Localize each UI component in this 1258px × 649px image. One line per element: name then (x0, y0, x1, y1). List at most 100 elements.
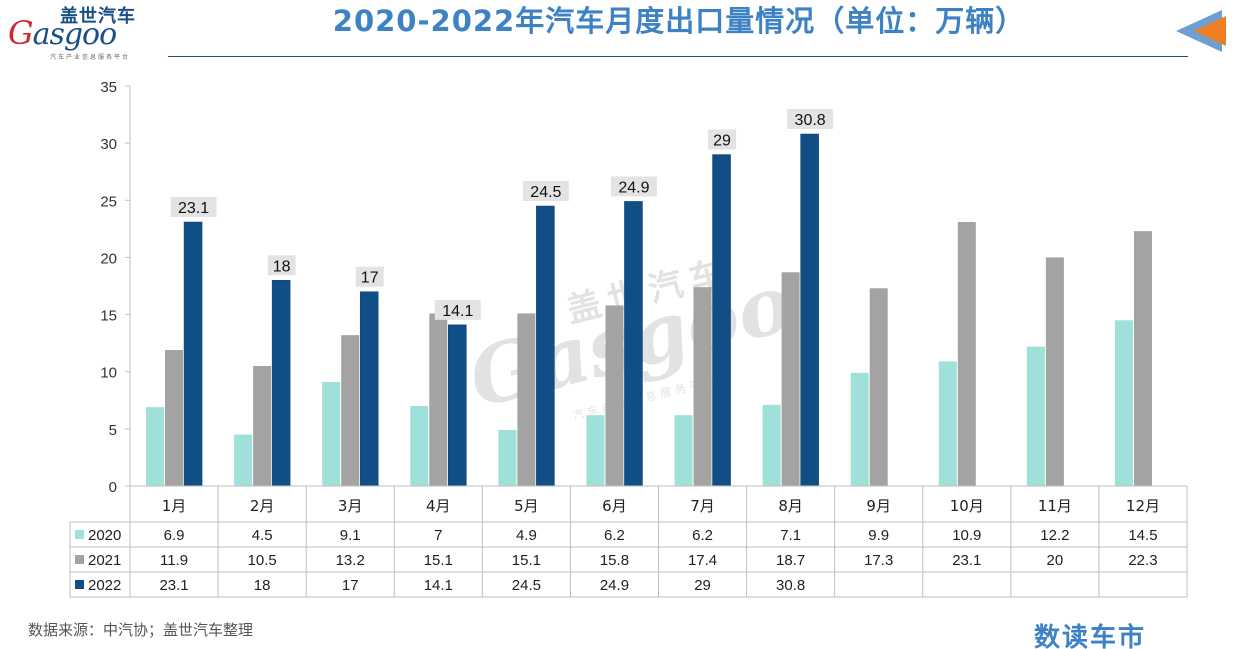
data-label-bg (355, 266, 384, 287)
data-label-bg (267, 255, 296, 276)
bar-2020 (322, 382, 341, 486)
legend-key-2021 (75, 555, 84, 564)
bar-2022 (800, 133, 819, 487)
table-cell: 4.9 (516, 527, 537, 544)
bar-2021 (165, 350, 184, 486)
category-label: 9月 (866, 497, 891, 515)
bar-2020 (850, 372, 869, 486)
table-cell: 24.9 (600, 577, 629, 594)
table-cell: 14.1 (424, 577, 453, 594)
table-cell: 6.2 (692, 527, 713, 544)
bar-2020 (234, 434, 253, 486)
bar-2022 (183, 221, 203, 487)
table-cell: 18.7 (776, 552, 805, 569)
bar-2022 (624, 201, 643, 487)
data-label-bg (434, 299, 481, 320)
legend-label: 2022 (88, 577, 121, 594)
logo-chinese: 盖世汽车 (60, 6, 136, 27)
data-label-bg (708, 129, 737, 150)
table-cell: 13.2 (336, 552, 365, 569)
category-label: 1月 (162, 497, 187, 515)
table-cell: 14.5 (1128, 527, 1157, 544)
data-label-bg (522, 181, 569, 201)
bar-2020 (1026, 346, 1045, 486)
bar-2020 (498, 430, 517, 486)
table-cell: 10.5 (248, 552, 277, 569)
table-cell: 9.1 (340, 527, 361, 544)
category-label: 3月 (338, 497, 363, 515)
table-cell: 23.1 (159, 577, 188, 594)
table-cell: 4.5 (252, 527, 273, 544)
y-tick-label: 5 (109, 422, 117, 439)
table-cell: 17.4 (688, 552, 717, 569)
bar-2021 (517, 313, 536, 486)
table-cell: 15.1 (512, 552, 541, 569)
data-label: 18 (273, 258, 291, 275)
bar-2020 (938, 361, 957, 486)
data-label: 17 (361, 270, 379, 287)
bar-2021 (605, 305, 624, 486)
table-cell: 24.5 (512, 577, 541, 594)
data-label: 23.1 (178, 200, 209, 217)
data-label-bg (787, 109, 834, 129)
table-cell: 7 (434, 527, 442, 544)
bar-2021 (869, 288, 888, 486)
bar-2021 (341, 335, 360, 486)
bar-2020 (146, 407, 165, 486)
y-tick-label: 20 (100, 250, 117, 267)
y-tick-label: 0 (109, 479, 117, 496)
category-label: 2月 (250, 497, 275, 515)
legend-key-2020 (75, 530, 84, 539)
bar-2022 (712, 154, 731, 487)
category-label: 6月 (602, 497, 627, 515)
logo-subtitle: 汽车产业信息服务平台 (50, 54, 131, 61)
chart-title: 2020-2022年汽车月度出口量情况（单位：万辆） (332, 4, 1026, 38)
category-label: 4月 (426, 497, 451, 515)
table-cell: 29 (694, 577, 711, 594)
category-label: 12月 (1126, 497, 1160, 515)
data-label-bg (170, 197, 217, 217)
table-cell: 17.3 (864, 552, 893, 569)
table-cell: 17 (342, 577, 359, 594)
category-label: 11月 (1038, 497, 1072, 515)
bar-2020 (674, 415, 693, 486)
bar-2022 (359, 291, 379, 487)
bar-2022 (271, 280, 291, 487)
title-underline (168, 56, 1188, 57)
bar-2021 (957, 222, 976, 486)
legend-label: 2020 (88, 527, 121, 544)
data-label: 14.1 (442, 303, 473, 320)
bar-2021 (1045, 257, 1064, 486)
brand-watermark: 数读车市 (1034, 623, 1147, 649)
logo-english: Gasgoo (8, 14, 117, 52)
table-cell: 12.2 (1040, 527, 1069, 544)
back-arrow-icon[interactable] (1172, 8, 1232, 54)
table-cell: 15.8 (600, 552, 629, 569)
data-label-bg (610, 176, 657, 197)
y-tick-label: 35 (100, 79, 117, 96)
table-cell: 11.9 (160, 552, 188, 569)
bar-2021 (781, 272, 800, 486)
table-cell: 9.9 (868, 527, 889, 544)
bar-2022 (448, 324, 467, 487)
table-cell: 7.1 (780, 527, 801, 544)
category-label: 10月 (950, 497, 984, 515)
data-label: 30.8 (795, 112, 826, 129)
bar-2021 (693, 287, 712, 486)
data-label: 29 (713, 133, 731, 150)
legend-label: 2021 (88, 552, 121, 569)
data-label: 24.9 (618, 179, 649, 196)
bar-2020 (586, 415, 605, 486)
bar-2020 (762, 404, 781, 486)
legend-key-2022 (75, 580, 84, 589)
table-cell: 23.1 (952, 552, 981, 569)
category-label: 7月 (690, 497, 715, 515)
bar-2020 (410, 406, 429, 486)
table-cell: 20 (1047, 552, 1064, 569)
data-label: 24.5 (530, 184, 561, 201)
table-cell: 22.3 (1128, 552, 1157, 569)
table-cell: 6.2 (604, 527, 625, 544)
bar-2021 (1133, 231, 1152, 486)
bar-2022 (536, 205, 555, 487)
